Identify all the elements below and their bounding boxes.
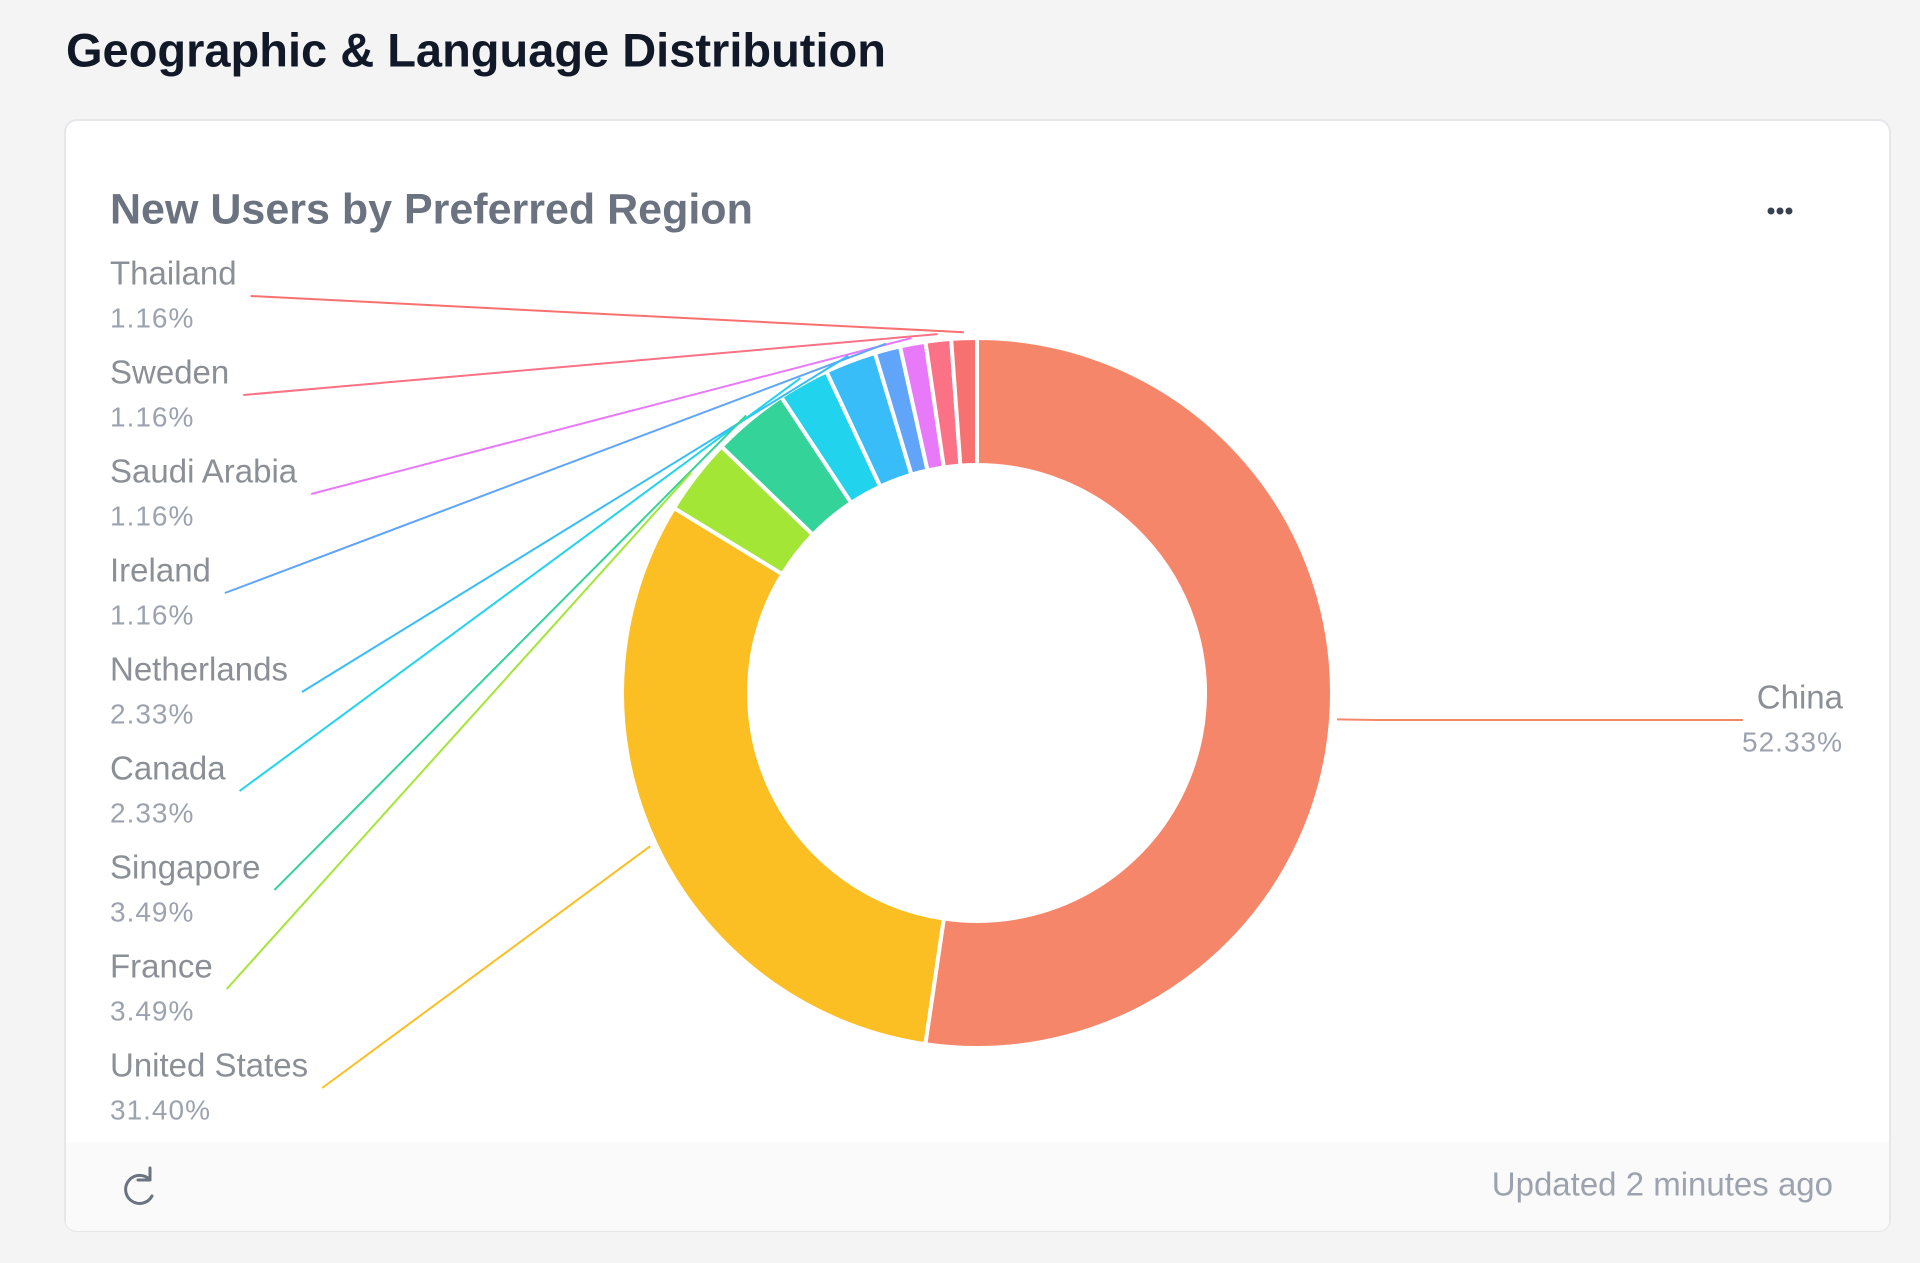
slice-value-label: 1.16% bbox=[110, 500, 194, 531]
slice-label: Ireland bbox=[110, 552, 211, 589]
slice-value-label: 1.16% bbox=[110, 302, 194, 333]
slice-value-label: 2.33% bbox=[110, 698, 194, 729]
slice-label: United States bbox=[110, 1047, 308, 1084]
slice-value-label: 2.33% bbox=[110, 797, 194, 828]
leader-line bbox=[273, 414, 747, 891]
slice-label: Sweden bbox=[110, 354, 229, 391]
slice-value-label: 3.49% bbox=[110, 896, 194, 927]
leader-line bbox=[301, 354, 849, 693]
slice bbox=[923, 336, 1334, 1050]
slice-label: Netherlands bbox=[110, 651, 288, 688]
card bbox=[64, 119, 1891, 1232]
slice-value-label: 31.40% bbox=[110, 1094, 211, 1125]
slice-label: France bbox=[110, 948, 213, 985]
leader-line bbox=[225, 471, 693, 990]
leader-line bbox=[239, 377, 802, 792]
leader-line bbox=[243, 333, 938, 396]
slice-label: Singapore bbox=[110, 849, 260, 886]
page-title: Geographic & Language Distribution bbox=[66, 23, 886, 76]
more-menu[interactable] bbox=[1767, 207, 1793, 215]
slice-value-label: 52.33% bbox=[1742, 726, 1843, 757]
chart-title: New Users by Preferred Region bbox=[110, 185, 753, 233]
slice-label: Thailand bbox=[110, 255, 237, 292]
leader-line bbox=[250, 295, 964, 334]
leader-line bbox=[321, 845, 651, 1089]
slice-value-label: 1.16% bbox=[110, 401, 194, 432]
refresh-icon[interactable] bbox=[124, 1166, 154, 1205]
slice-value-label: 1.16% bbox=[110, 599, 194, 630]
leader-line bbox=[224, 342, 887, 594]
updated-text: Updated 2 minutes ago bbox=[1492, 1166, 1833, 1203]
slice-label: Saudi Arabia bbox=[110, 453, 298, 490]
slice-label: China bbox=[1757, 679, 1844, 716]
slice bbox=[949, 336, 979, 468]
card-footer bbox=[66, 1142, 1889, 1231]
leader-line bbox=[1337, 718, 1743, 721]
slice-value-label: 3.49% bbox=[110, 995, 194, 1026]
slice-label: Canada bbox=[110, 750, 226, 787]
slice bbox=[620, 506, 946, 1047]
leader-line bbox=[310, 337, 912, 495]
